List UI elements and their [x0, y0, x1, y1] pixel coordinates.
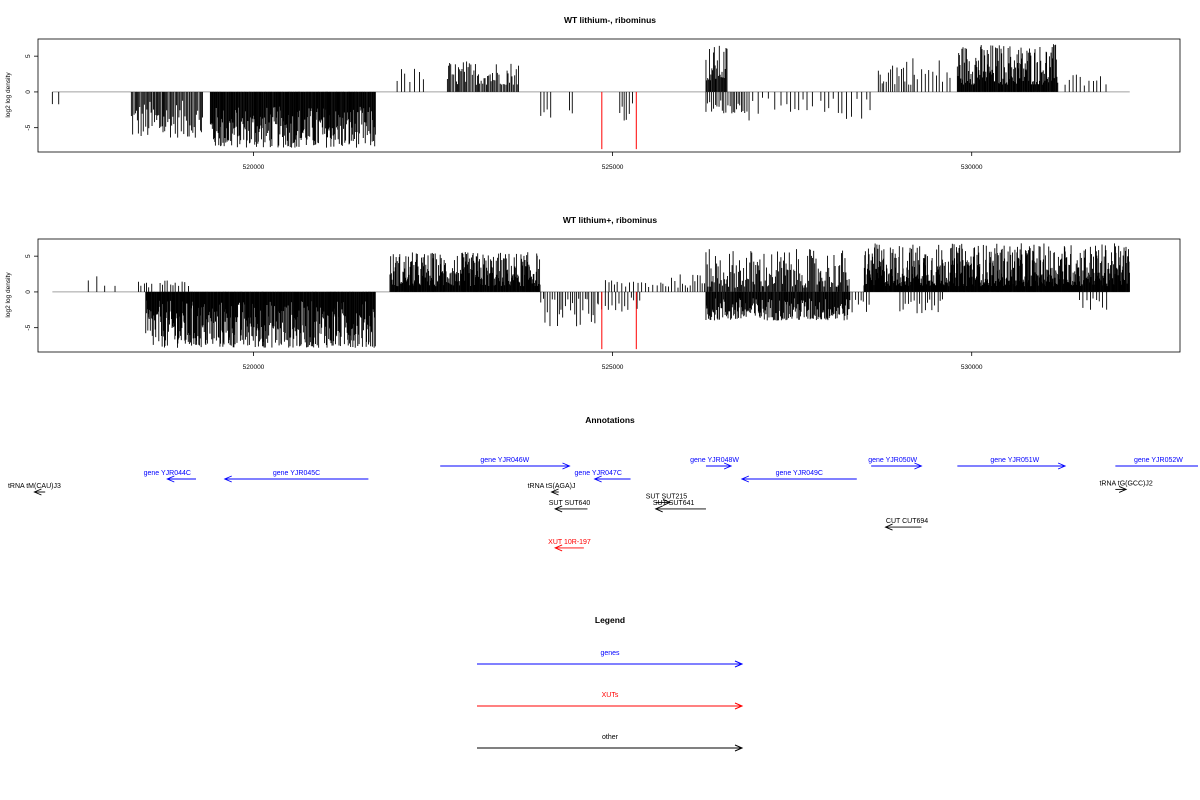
arrow-head [734, 744, 744, 752]
annotation-feature: SUT SUT640 [549, 500, 591, 513]
annotation-features: gene YJR044C gene YJR045C gene YJR046W gene… [8, 457, 1198, 552]
x-tick-label: 520000 [243, 364, 265, 371]
arrow-head [914, 462, 923, 470]
y-axis-label: log2 log density [5, 272, 12, 318]
arrow-head [33, 488, 42, 496]
annotation-feature: gene YJR049C [740, 470, 857, 483]
x-tick-label: 520000 [243, 164, 265, 171]
annotation-feature: SUT SUT641 [653, 500, 706, 513]
y-axis-label: log2 log density [5, 72, 12, 118]
axes: 520000 525000 530000 -5 0 5 [25, 54, 983, 171]
annotation-label: gene YJR050W [868, 457, 917, 464]
arrow-head [723, 462, 733, 470]
arrow-head [223, 475, 232, 483]
annotation-label: gene YJR052W [1134, 457, 1183, 464]
x-tick-label: 525000 [602, 364, 624, 371]
annotation-feature: gene YJR047C [575, 470, 631, 483]
annotation-feature: gene YJR051W [957, 457, 1067, 470]
arrow-head [553, 544, 563, 552]
annotations-panel: Annotations gene YJR044C gene YJR045Cgene… [8, 415, 1198, 552]
legend-label: genes [600, 650, 620, 657]
annotation-label: tRNA tS(AGA)J [528, 483, 576, 490]
legend-title: Legend [595, 615, 625, 625]
y-tick-label: 0 [25, 290, 32, 294]
arrow-head [1118, 485, 1128, 493]
arrow-head [1057, 462, 1067, 470]
annotation-feature: gene YJR052W [1115, 457, 1198, 467]
legend-label: XUTs [602, 692, 619, 699]
y-tick-label: 5 [25, 254, 32, 258]
annotation-feature: SUT SUT215 [646, 493, 688, 506]
y-tick-label: 5 [25, 54, 32, 58]
annotation-label: gene YJR051W [990, 457, 1039, 464]
legend-items: genes XUTs other [477, 650, 744, 752]
arrow-head [550, 488, 559, 496]
annotation-label: XUT 10R-197 [548, 539, 591, 546]
legend-entry: XUTs [477, 692, 744, 710]
annotation-label: gene YJR048W [690, 457, 739, 464]
plot-frame [37, 38, 1181, 153]
arrow-head [593, 475, 602, 483]
arrow-head [166, 475, 175, 483]
y-tick-label: -5 [25, 124, 32, 130]
annotation-feature: tRNA tM(CAU)J3 [8, 483, 61, 496]
legend-entry: genes [477, 650, 744, 668]
panel-title: WT lithium-, ribominus [564, 15, 656, 25]
annotation-label: gene YJR045C [273, 470, 320, 477]
annotation-label: gene YJR047C [575, 470, 622, 477]
legend-entry: other [477, 734, 744, 752]
annotation-feature: gene YJR046W [440, 457, 571, 470]
annotation-label: CUT CUT694 [886, 518, 928, 525]
arrow-head [734, 702, 744, 710]
track-panel-lithium-minus: WT lithium-, ribominus log2 log density … [5, 15, 1181, 171]
annotation-label: SUT SUT640 [549, 500, 591, 507]
arrow-head [740, 475, 750, 483]
x-tick-label: 530000 [961, 164, 983, 171]
arrow-head [662, 498, 672, 506]
annotations-title: Annotations [585, 415, 635, 425]
annotation-feature: gene YJR045C [223, 470, 369, 483]
annotation-feature: CUT CUT694 [884, 518, 928, 531]
annotation-feature: XUT 10R-197 [548, 539, 591, 552]
arrow-head [734, 660, 744, 668]
y-tick-label: 0 [25, 90, 32, 94]
annotation-feature: gene YJR050W [868, 457, 923, 470]
y-tick-label: -5 [25, 324, 32, 330]
annotation-label: gene YJR049C [776, 470, 823, 477]
legend-label: other [602, 734, 619, 741]
plot-frame [37, 238, 1181, 353]
arrow-head [562, 462, 571, 470]
x-tick-label: 530000 [961, 364, 983, 371]
annotation-label: SUT SUT215 [646, 493, 688, 500]
panel-title: WT lithium+, ribominus [563, 215, 657, 225]
annotation-feature: gene YJR048W [690, 457, 739, 470]
axes: 520000 525000 530000 -5 0 5 [25, 254, 983, 371]
annotation-feature: gene YJR044C [144, 470, 197, 483]
arrow-head [884, 523, 893, 531]
track-panel-lithium-plus: WT lithium+, ribominus log2 log density … [5, 215, 1181, 371]
annotation-label: tRNA tG(GCC)J2 [1099, 480, 1152, 487]
arrow-head [553, 505, 563, 513]
x-tick-label: 525000 [602, 164, 624, 171]
annotation-feature: tRNA tS(AGA)J [528, 483, 576, 496]
annotation-label: SUT SUT641 [653, 500, 695, 507]
legend-panel: Legend genes XUTs other [477, 615, 744, 752]
annotation-label: gene YJR046W [480, 457, 529, 464]
annotation-label: gene YJR044C [144, 470, 191, 477]
annotation-feature: tRNA tG(GCC)J2 [1099, 480, 1153, 493]
bar-marks [51, 44, 1130, 150]
annotation-label: tRNA tM(CAU)J3 [8, 483, 61, 490]
arrow-head [654, 505, 663, 513]
bar-marks [52, 243, 1130, 350]
